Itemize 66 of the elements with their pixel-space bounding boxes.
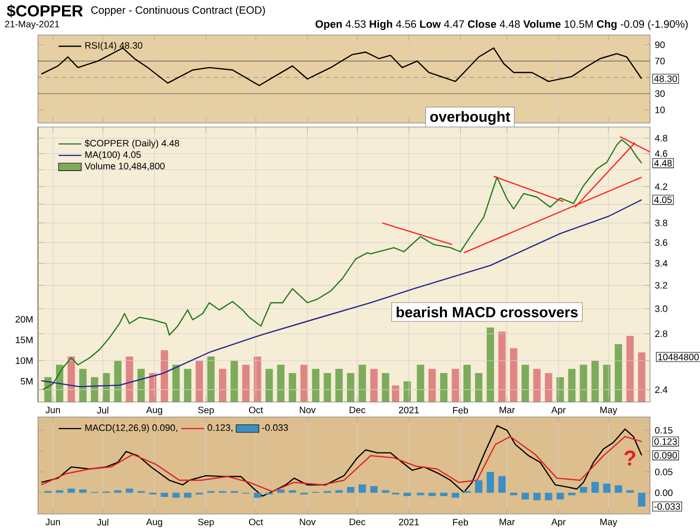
chart-subtitle: Copper - Continuous Contract (EOD): [91, 6, 265, 16]
y-tick-label: 2.8: [655, 330, 668, 338]
y-tick-label: 0.15: [655, 427, 672, 434]
text: 10484800: [658, 354, 699, 360]
y-tick-label: 3.4: [655, 260, 668, 267]
annotation: 48.30: [654, 75, 677, 82]
y2-tick-label: 10M: [16, 357, 33, 364]
x-tick-label: May: [600, 406, 618, 416]
annotation: overbought: [430, 111, 510, 125]
y-tick-label: 0.05: [655, 468, 672, 476]
y2-tick-label: 15M: [16, 336, 33, 344]
legend-label: RSI(14) 48.30: [85, 42, 142, 51]
y-tick-label: 70: [655, 58, 665, 64]
x-tick-label: Jun: [46, 406, 60, 414]
y-tick-label: 4.6: [654, 150, 668, 157]
x-tick-label: May: [600, 518, 618, 528]
x-tick-label: Feb: [453, 406, 468, 414]
x-tick-label: 2021: [398, 406, 419, 414]
y-tick-label: 2.4: [655, 386, 668, 393]
x-tick-label: Feb: [453, 518, 468, 526]
annotation: -0.033: [654, 503, 680, 510]
text: 21-May-2021: [5, 20, 60, 30]
x-tick-label: Apr: [551, 406, 566, 416]
legend-label: MACD(12,26,9) 0.090,: [85, 424, 178, 433]
annotation: ?: [624, 450, 636, 466]
x-tick-label: Apr: [551, 518, 566, 528]
x-tick-label: Oct: [249, 518, 264, 526]
x-tick-label: Sep: [198, 406, 214, 416]
x-tick-label: Mar: [500, 518, 515, 526]
x-tick-label: Aug: [146, 406, 162, 416]
y-tick-label: 90: [655, 41, 665, 48]
legend-label: -0.033: [262, 424, 288, 431]
y-tick-label: 3.0: [655, 305, 668, 312]
x-tick-label: 2021: [398, 518, 419, 526]
y-tick-label: 0.00: [655, 489, 673, 496]
annotation: bearish MACD crossovers: [396, 306, 578, 318]
y-tick-label: 30: [655, 90, 665, 97]
x-tick-label: Jul: [97, 518, 108, 526]
y2-tick-label: 5M: [20, 378, 33, 385]
x-tick-label: Jul: [97, 406, 108, 414]
legend-label: Volume 10,484,800: [84, 162, 165, 170]
x-tick-label: Dec: [350, 406, 366, 414]
y-tick-label: 3.8: [655, 220, 668, 226]
legend-label: $COPPER (Daily) 4.48: [84, 140, 180, 148]
legend-label: MA(100) 4.05: [85, 151, 141, 160]
y-tick-label: 4.2: [654, 183, 668, 190]
y-tick-label: 3.6: [655, 239, 668, 246]
y-tick-label: 4.8: [654, 134, 668, 142]
y-tick-label: 10: [655, 106, 665, 114]
annotation: 4.48: [654, 160, 672, 166]
chart-title: $COPPER: [6, 4, 83, 18]
annotation: 0.123: [654, 438, 677, 445]
text: Open 4.53 High 4.56 Low 4.47 Close 4.48 Volume 10.5M Chg -0.09 (-1.90%): [316, 20, 688, 30]
y2-tick-label: 20M: [16, 316, 33, 323]
x-tick-label: Oct: [249, 406, 264, 414]
x-tick-label: Mar: [500, 406, 515, 414]
x-tick-label: Dec: [350, 518, 366, 526]
annotation: 0.090: [654, 452, 677, 459]
x-tick-label: Nov: [300, 406, 316, 414]
x-tick-label: Jun: [46, 518, 60, 526]
x-tick-label: Nov: [300, 518, 316, 526]
x-tick-label: Aug: [146, 518, 162, 528]
x-tick-label: Sep: [198, 518, 214, 528]
annotation: 4.05: [654, 196, 672, 204]
y-tick-label: 3.2: [655, 282, 668, 289]
legend-label: 0.123,: [208, 424, 232, 432]
